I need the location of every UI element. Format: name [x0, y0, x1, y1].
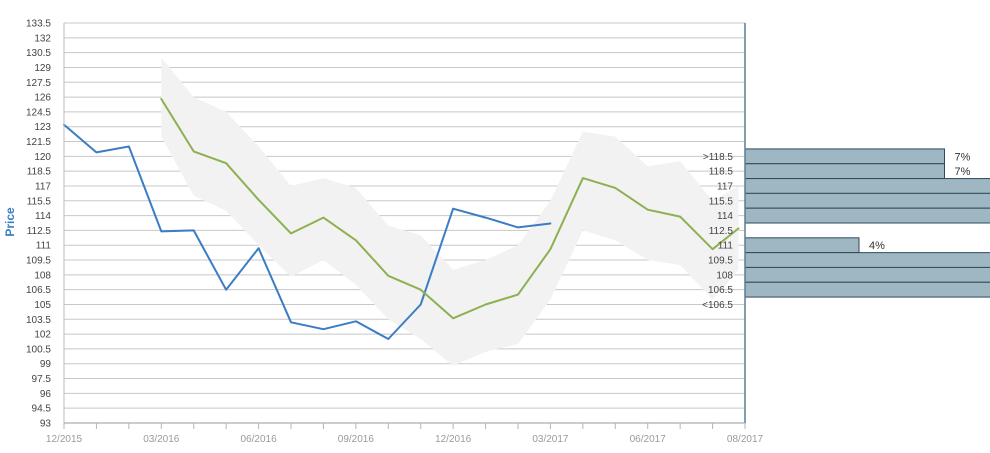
y-tick-label: 130.5: [26, 48, 51, 59]
histogram-percent-label: 7%: [955, 151, 971, 163]
x-tick-label: 06/2016: [240, 434, 277, 445]
y-tick-label: 97.5: [32, 374, 52, 385]
histogram-bar: [744, 207, 990, 224]
y-tick-label: 114: [35, 211, 51, 222]
y-tick-label: 94.5: [32, 404, 52, 415]
y-tick-label: 132: [34, 33, 51, 44]
y-tick-label: 133.5: [26, 19, 51, 30]
x-tick-label: 12/2015: [46, 434, 83, 445]
band-layer: [161, 57, 739, 366]
y-tick-label: 115.5: [27, 196, 52, 207]
histogram-percent-label: 7%: [955, 166, 971, 178]
histogram-bin-label: <106.5: [702, 300, 733, 311]
histogram-bin-label: 108: [716, 270, 733, 281]
y-tick-label: 120: [34, 152, 51, 163]
y-tick-label: 109.5: [26, 256, 51, 267]
y-tick-label: 121.5: [26, 137, 51, 148]
x-tick-label: 09/2016: [338, 434, 375, 445]
y-tick-label: 106.5: [26, 285, 51, 296]
histogram-bar: [744, 163, 945, 180]
y-tick-label: 99: [40, 359, 52, 370]
histogram-bin-label: 106.5: [708, 285, 733, 296]
y-tick-label: 118.5: [27, 167, 52, 178]
histogram-bin-label: 114: [717, 211, 733, 222]
histogram-bin-label: 109.5: [708, 256, 733, 267]
histogram-bin-label: >118.5: [703, 152, 734, 163]
y-tick-label: 126: [34, 93, 51, 104]
y-tick-label: 100.5: [26, 344, 51, 355]
x-tick-label: 03/2016: [143, 434, 180, 445]
axis-layer: 133.5 132 130.5 129 127.5 126 124.5 123 121.5 120…: [26, 19, 764, 446]
histogram-bar: [744, 252, 990, 268]
forecast-line: [160, 98, 740, 320]
histogram-bar: [744, 237, 860, 254]
histogram-bar: [744, 178, 990, 194]
x-tick-label: 06/2017: [630, 434, 667, 445]
histogram-percent-label: 4%: [869, 240, 885, 252]
histogram-bin-label: 118.5: [709, 167, 734, 178]
y-tick-label: 111: [36, 241, 52, 252]
histogram-bar: [744, 148, 945, 165]
y-tick-label: 129: [34, 63, 51, 74]
y-tick-label: 96: [40, 389, 52, 400]
price-history-line: [63, 123, 552, 340]
x-tick-label: 08/2017: [727, 434, 764, 445]
histogram-bin-label: 117: [717, 181, 733, 192]
y-tick-label: 124.5: [26, 107, 51, 118]
histogram-bin-label: 111: [718, 241, 734, 252]
y-tick-label: 103.5: [26, 315, 51, 326]
histogram-layer: >118.57%118.57%11720%115.513%11420%112.5…: [702, 148, 990, 311]
histogram-bin-label: 115.5: [709, 196, 734, 207]
histogram-bar: [744, 266, 990, 283]
y-axis-label: Price: [3, 207, 17, 237]
histogram-bin-label: 112.5: [709, 226, 734, 237]
y-tick-label: 127.5: [26, 78, 51, 89]
y-tick-label: 112.5: [27, 226, 52, 237]
y-tick-label: 93: [40, 419, 52, 430]
series-layer: [63, 98, 740, 340]
forecast-band: [161, 57, 739, 366]
y-tick-label: 117: [35, 181, 51, 192]
histogram-bar: [744, 281, 990, 298]
y-tick-label: 123: [34, 122, 51, 133]
y-tick-label: 102: [34, 330, 51, 341]
x-tick-label: 03/2017: [532, 434, 569, 445]
y-tick-label: 108: [34, 270, 51, 281]
y-tick-label: 105: [34, 300, 51, 311]
x-tick-label: 12/2016: [435, 434, 472, 445]
histogram-bar: [744, 192, 990, 209]
